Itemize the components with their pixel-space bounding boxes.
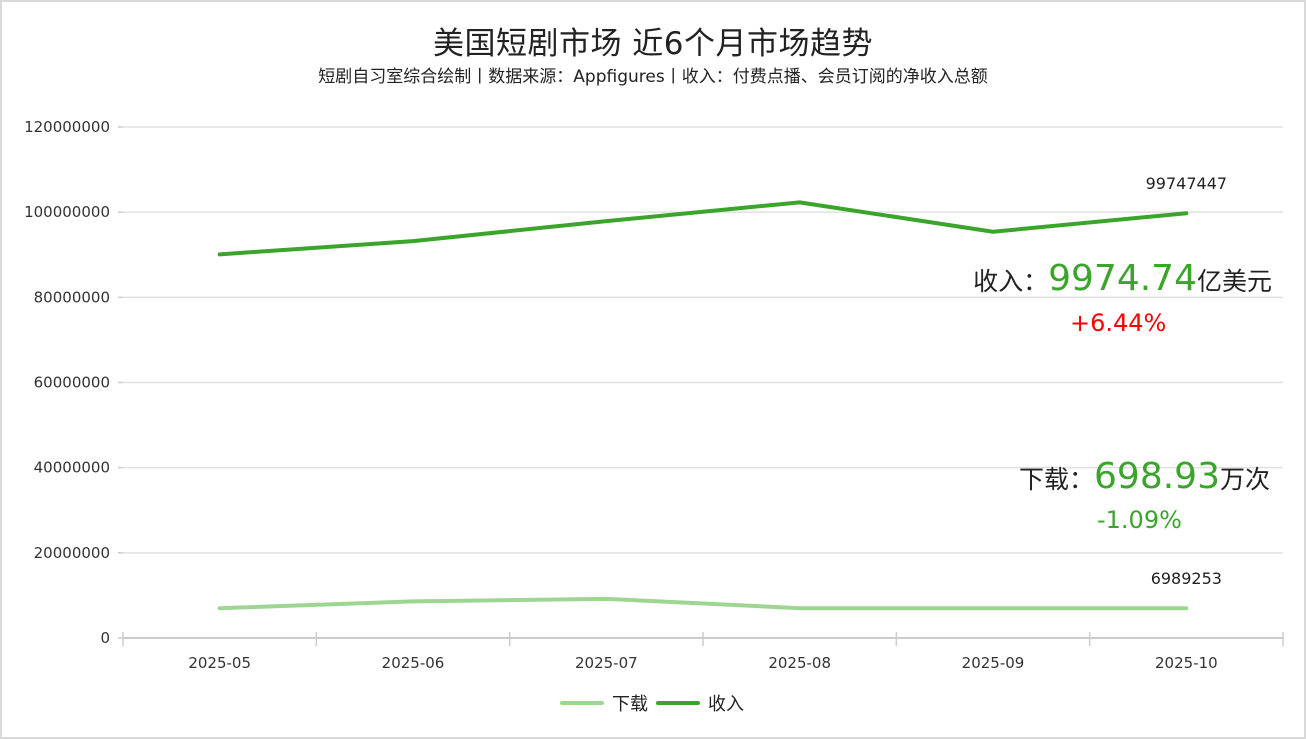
legend-label-downloads: 下载 — [612, 694, 648, 715]
x-tick-label: 2025-09 — [962, 654, 1025, 672]
revenue-kpi-label: 收入： — [973, 267, 1049, 296]
revenue-kpi-unit: 亿美元 — [1196, 267, 1272, 296]
revenue-kpi: 收入：9974.74亿美元 — [973, 258, 1272, 299]
data-label: 6989253 — [1151, 569, 1222, 588]
x-tick-label: 2025-10 — [1155, 654, 1218, 672]
revenue-change: +6.44% — [1070, 309, 1167, 337]
revenue-line-swatch-icon — [656, 701, 700, 705]
y-tick-label: 60000000 — [34, 374, 110, 392]
revenue-kpi-value: 9974.74 — [1048, 258, 1197, 299]
x-tick-label: 2025-06 — [382, 654, 445, 672]
x-tick-label: 2025-07 — [575, 654, 638, 672]
legend-item-revenue[interactable]: 收入 — [656, 690, 744, 716]
downloads-kpi-value: 698.93 — [1094, 456, 1220, 497]
series-line — [217, 596, 1189, 611]
chart-subtitle: 短剧自习室综合绘制丨数据来源：Appfigures丨收入：付费点播、会员订阅的净… — [318, 67, 988, 87]
y-tick-label: 20000000 — [34, 544, 110, 562]
y-tick-label: 0 — [100, 629, 110, 647]
downloads-change: -1.09% — [1097, 506, 1182, 534]
y-tick-label: 100000000 — [24, 203, 110, 221]
y-tick-label: 80000000 — [34, 288, 110, 306]
chart-legend: 下载 收入 — [560, 690, 744, 716]
series-line — [217, 200, 1189, 257]
downloads-kpi: 下载：698.93万次 — [1019, 456, 1270, 497]
downloads-kpi-unit: 万次 — [1219, 465, 1270, 494]
y-tick-label: 120000000 — [24, 118, 110, 136]
downloads-kpi-label: 下载： — [1019, 465, 1095, 494]
x-tick-label: 2025-08 — [768, 654, 831, 672]
data-label: 99747447 — [1146, 174, 1227, 193]
legend-item-downloads[interactable]: 下载 — [560, 690, 648, 716]
y-tick-label: 40000000 — [34, 459, 110, 477]
legend-label-revenue: 收入 — [708, 694, 744, 715]
downloads-line-swatch-icon — [560, 701, 604, 705]
chart-title: 美国短剧市场 近6个月市场趋势 — [432, 26, 874, 62]
x-tick-label: 2025-05 — [188, 654, 251, 672]
